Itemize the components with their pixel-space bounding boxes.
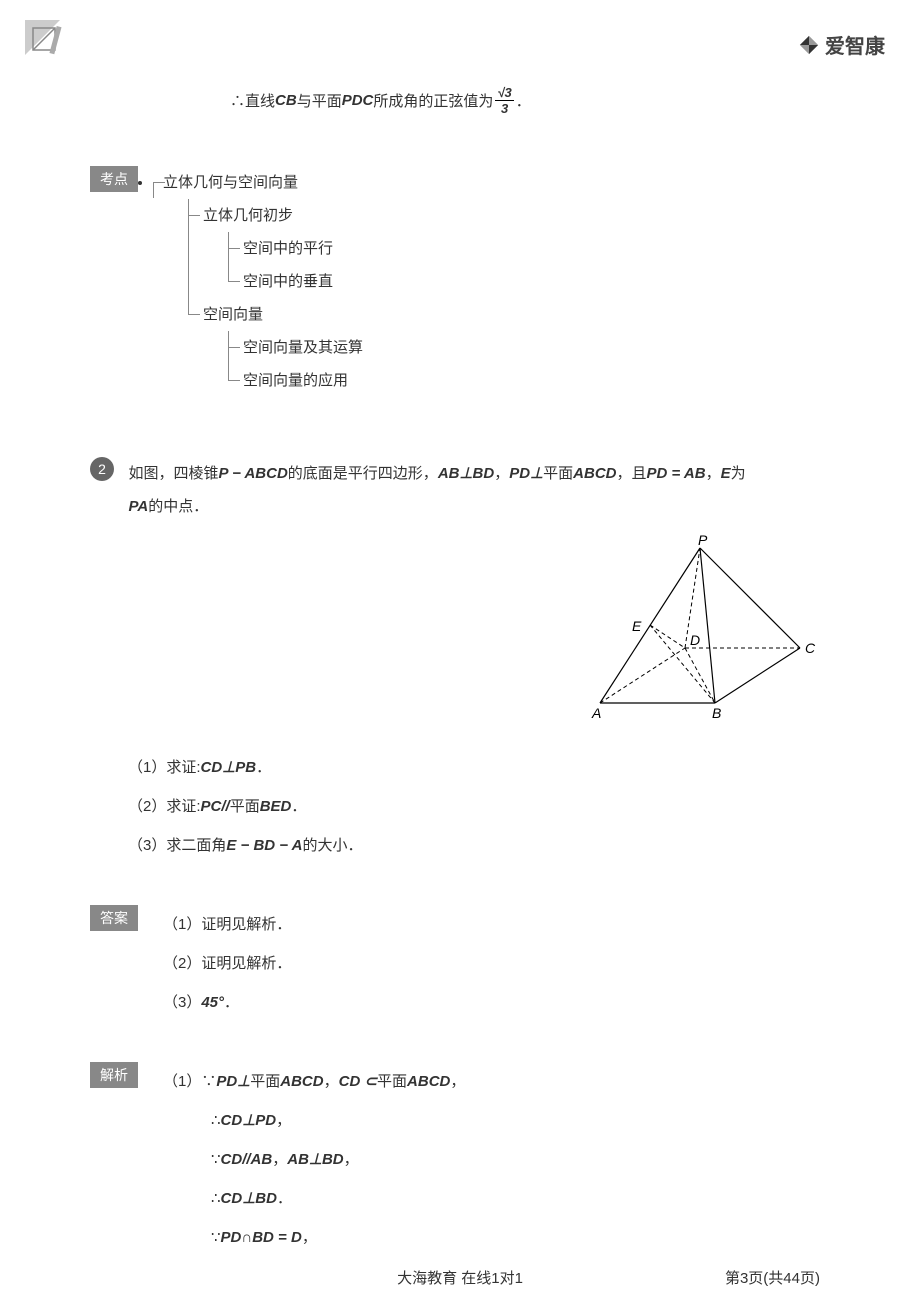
tree-node: 立体几何初步 空间中的平行 空间中的垂直 — [188, 199, 363, 298]
problem-number-badge: 2 — [90, 457, 114, 481]
brand-text: 爱智康 — [825, 30, 885, 59]
tree-leaf: 空间中的垂直 — [228, 265, 363, 298]
kaodian-label: 考点 — [90, 166, 138, 192]
brand-icon — [798, 34, 820, 56]
explain-label: 解析 — [90, 1062, 138, 1088]
conclusion-line: ∴直线 CB 与平面 PDC 所成角的正弦值为 √3 3 ． — [230, 85, 850, 116]
tree-leaf: 空间中的平行 — [228, 232, 363, 265]
svg-text:B: B — [712, 705, 721, 721]
svg-text:D: D — [690, 632, 700, 648]
problem-statement: 如图，四棱锥P − ABCD的底面是平行四边形，AB⊥BD，PD⊥平面ABCD，… — [128, 457, 828, 523]
answer-label: 答案 — [90, 905, 138, 931]
svg-text:E: E — [632, 618, 642, 634]
svg-text:C: C — [805, 640, 816, 656]
svg-text:P: P — [698, 533, 708, 548]
brand-logo: 爱智康 — [798, 30, 885, 59]
explain-content: （1）∵PD⊥平面ABCD，CD ⊂平面ABCD， ∴CD⊥PD， ∵CD//A… — [163, 1062, 465, 1257]
footer-page-number: 第3页(共44页) — [725, 1267, 820, 1288]
logo-left-icon — [25, 20, 75, 70]
tree-root: 立体几何与空间向量 立体几何初步 空间中的平行 空间中的垂直 空间向量 空间向量… — [153, 166, 363, 397]
footer-center-text: 大海教育 在线1对1 — [397, 1267, 523, 1288]
answer-content: （1）证明见解析． （2）证明见解析． （3）45°． — [163, 905, 291, 1022]
tree-leaf: 空间向量的应用 — [228, 364, 363, 397]
tree-leaf: 空间向量及其运算 — [228, 331, 363, 364]
sub-questions: （1）求证:CD⊥PB． （2）求证:PC//平面BED． （3）求二面角E −… — [128, 748, 850, 865]
geometry-diagram: P E D A B C — [90, 533, 820, 728]
svg-text:A: A — [591, 705, 601, 721]
tree-node: 空间向量 空间向量及其运算 空间向量的应用 — [188, 298, 363, 397]
kaodian-tree: 立体几何与空间向量 立体几何初步 空间中的平行 空间中的垂直 空间向量 空间向量… — [153, 166, 363, 397]
